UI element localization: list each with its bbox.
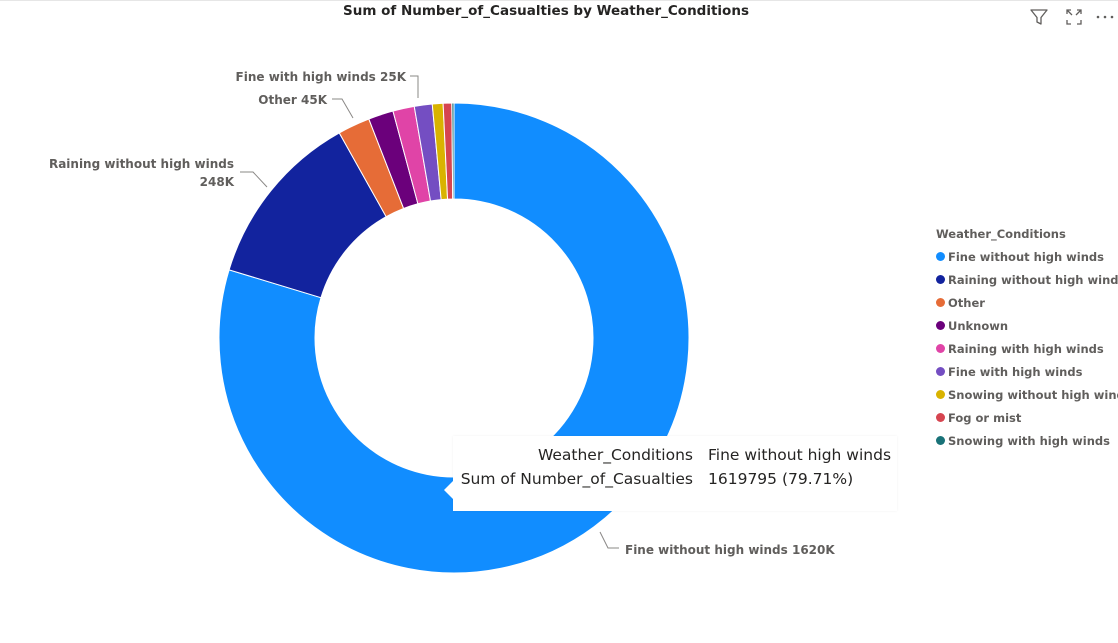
leader-line-fine-without-high-winds <box>599 531 619 549</box>
visual-top-border <box>0 0 1118 1</box>
chart-tooltip: Weather_Conditions Fine without high win… <box>453 436 897 511</box>
legend-item-raining-with-high-winds[interactable]: Raining with high winds <box>936 337 1118 360</box>
leader-line-other <box>332 98 354 119</box>
chart-legend: Weather_Conditions Fine without high win… <box>936 227 1118 452</box>
legend-label: Snowing with high winds <box>948 433 1110 448</box>
legend-label: Unknown <box>948 318 1009 333</box>
legend-item-fine-with-high-winds[interactable]: Fine with high winds <box>936 360 1118 383</box>
leader-line-raining-without-high-winds <box>240 171 268 188</box>
data-label-fine-without-high-winds: Fine without high winds 1620K <box>625 543 835 557</box>
legend-item-fog-or-mist[interactable]: Fog or mist <box>936 406 1118 429</box>
legend-label: Fine without high winds <box>948 249 1105 264</box>
leader-line-fine-with-high-winds <box>410 75 419 98</box>
legend-item-other[interactable]: Other <box>936 291 1118 314</box>
data-label-fine-with-high-winds: Fine with high winds 25K <box>236 70 407 84</box>
legend-swatch <box>936 344 945 353</box>
legend-item-raining-without-high-winds[interactable]: Raining without high winds <box>936 268 1118 291</box>
legend-swatch <box>936 252 945 261</box>
legend-swatch <box>936 367 945 376</box>
tooltip-pointer <box>444 481 453 499</box>
more-options-icon[interactable] <box>1094 6 1116 28</box>
legend-label: Fine with high winds <box>948 364 1083 379</box>
tooltip-key-casualties: Sum of Number_of_Casualties <box>460 470 693 488</box>
data-label-raining-without-high-winds-line2: 248K <box>200 175 235 189</box>
legend-swatch <box>936 321 945 330</box>
legend-label: Other <box>948 295 985 310</box>
legend-swatch <box>936 436 945 445</box>
slice-snowing-with-high-winds[interactable] <box>451 102 455 200</box>
focus-mode-icon[interactable] <box>1063 6 1085 28</box>
legend-swatch <box>936 275 945 284</box>
legend-item-fine-without-high-winds[interactable]: Fine without high winds <box>936 245 1118 268</box>
tooltip-value-weather-conditions: Fine without high winds <box>708 446 892 464</box>
legend-label: Raining without high winds <box>948 272 1118 287</box>
legend-item-snowing-with-high-winds[interactable]: Snowing with high winds <box>936 429 1118 452</box>
data-label-raining-without-high-winds-line1: Raining without high winds <box>49 157 234 171</box>
legend-swatch <box>936 298 945 307</box>
legend-label: Fog or mist <box>948 410 1022 425</box>
filter-icon[interactable] <box>1028 6 1050 28</box>
chart-title: Sum of Number_of_Casualties by Weather_C… <box>343 3 749 19</box>
legend-title: Weather_Conditions <box>936 227 1066 241</box>
legend-item-snowing-without-high-winds[interactable]: Snowing without high winds <box>936 383 1118 406</box>
legend-swatch <box>936 390 945 399</box>
tooltip-key-weather-conditions: Weather_Conditions <box>537 446 693 464</box>
tooltip-value-casualties: 1619795 (79.71%) <box>708 470 854 488</box>
legend-swatch <box>936 413 945 422</box>
legend-label: Raining with high winds <box>948 341 1104 356</box>
legend-label: Snowing without high winds <box>948 387 1118 402</box>
legend-item-unknown[interactable]: Unknown <box>936 314 1118 337</box>
data-labels: Fine with high winds 25K Other 45K Raini… <box>49 70 835 557</box>
data-label-other: Other 45K <box>258 93 327 107</box>
